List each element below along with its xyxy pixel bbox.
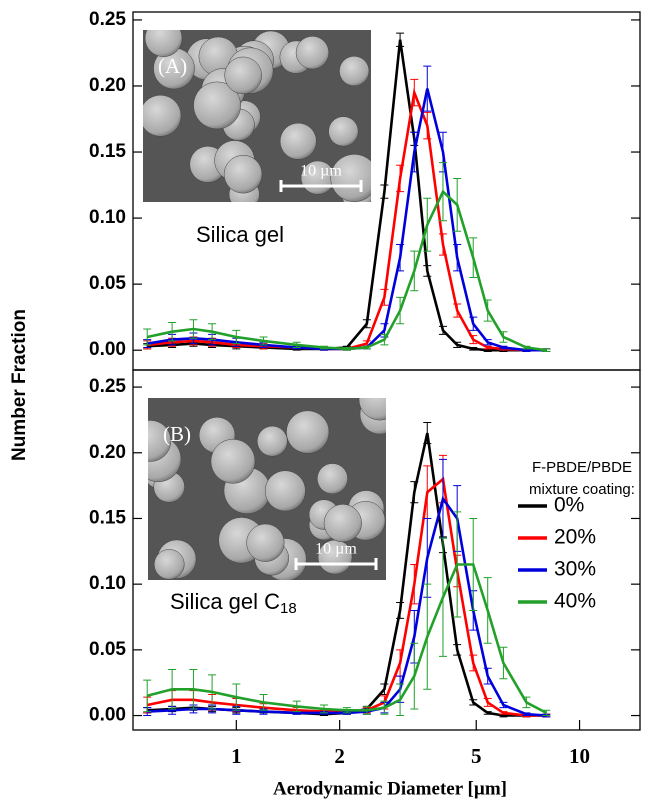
series-line bbox=[146, 563, 547, 715]
particle bbox=[317, 463, 348, 495]
particle bbox=[148, 420, 172, 462]
annotation-text: Silica gel bbox=[196, 222, 284, 247]
particle bbox=[246, 523, 285, 562]
scale-bar bbox=[279, 180, 363, 192]
annotation: Silica gel bbox=[196, 222, 284, 247]
particle bbox=[279, 122, 317, 160]
series-line bbox=[147, 39, 547, 352]
annotation: Silica gel C18 bbox=[170, 589, 297, 617]
legend-title: F-PBDE/PBDE bbox=[532, 459, 632, 476]
x-tick-label: 2 bbox=[334, 744, 345, 768]
particle bbox=[323, 504, 362, 543]
particle bbox=[224, 56, 262, 95]
legend-label: 30% bbox=[554, 558, 596, 581]
y-tick-label: 0.20 bbox=[89, 75, 126, 96]
scale-bar bbox=[294, 558, 378, 570]
series-line bbox=[146, 189, 547, 352]
y-tick-label: 0.05 bbox=[89, 273, 126, 294]
particle bbox=[339, 56, 370, 87]
error-bar bbox=[143, 679, 152, 713]
particle bbox=[256, 425, 288, 457]
series-line bbox=[147, 87, 547, 352]
annotation-subscript: 18 bbox=[280, 600, 297, 617]
y-tick-label: 0.10 bbox=[89, 207, 126, 228]
inset-label: (A) bbox=[158, 54, 187, 78]
y-tick-label: 0.15 bbox=[89, 507, 126, 528]
legend-label: 0% bbox=[554, 494, 584, 517]
scale-bar-label: 10 µm bbox=[300, 163, 342, 180]
sem-image-b bbox=[148, 398, 386, 580]
particle bbox=[144, 30, 183, 57]
scale-bar-label: 10 µm bbox=[315, 541, 357, 558]
y-tick-label: 0.25 bbox=[89, 376, 126, 397]
particle bbox=[143, 94, 182, 137]
particle bbox=[328, 116, 359, 147]
legend-label: 40% bbox=[554, 590, 596, 613]
y-tick-label: 0.00 bbox=[89, 339, 126, 360]
particle bbox=[223, 155, 263, 194]
y-tick-label: 0.15 bbox=[89, 141, 126, 162]
x-axis-label: Aerodynamic Diameter [µm] bbox=[273, 778, 507, 799]
legend-title: mixture coating: bbox=[529, 481, 635, 498]
x-tick-label: 10 bbox=[569, 744, 590, 768]
y-tick-label: 0.00 bbox=[89, 705, 126, 726]
y-tick-label: 0.20 bbox=[89, 442, 126, 463]
inset-label: (B) bbox=[163, 422, 191, 446]
particle bbox=[264, 470, 306, 512]
legend-label: 20% bbox=[554, 526, 596, 549]
particle bbox=[295, 36, 330, 70]
particle bbox=[358, 398, 386, 421]
particle bbox=[153, 549, 185, 580]
particle bbox=[210, 438, 256, 484]
series-line bbox=[146, 88, 547, 352]
x-tick-label: 5 bbox=[471, 744, 482, 768]
y-tick-label: 0.05 bbox=[89, 639, 126, 660]
annotation-text: Silica gel C bbox=[170, 589, 280, 614]
particle bbox=[286, 410, 330, 454]
plot-frame bbox=[132, 369, 641, 731]
particle bbox=[193, 81, 241, 130]
x-tick-label: 1 bbox=[231, 744, 242, 768]
sem-image-a bbox=[143, 30, 371, 202]
y-tick-label: 0.10 bbox=[89, 573, 126, 594]
y-tick-label: 0.25 bbox=[89, 9, 126, 30]
y-axis-label: Number Fraction bbox=[9, 309, 30, 461]
